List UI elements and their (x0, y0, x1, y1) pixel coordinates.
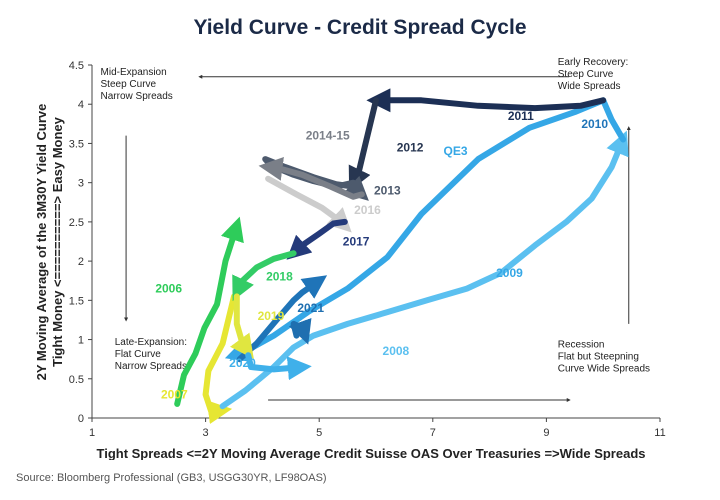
x-axis-label: Tight Spreads <=2Y Moving Average Credit… (97, 446, 646, 460)
series-label-2020: 2020 (229, 356, 256, 370)
quadrant-label-line: Flat but Steepning (558, 351, 639, 362)
quadrant-label-line: Steep Curve (101, 79, 157, 90)
x-tick-label: 9 (543, 427, 549, 439)
series-line-2019 (230, 293, 254, 360)
series-line-2020 (245, 352, 312, 381)
y-tick-label: 2.5 (69, 217, 84, 229)
y-tick-label: 1 (78, 335, 84, 347)
series-label-2008: 2008 (383, 344, 410, 358)
series-line-2006 (174, 216, 244, 407)
series-label-2017: 2017 (343, 234, 370, 248)
y-tick-label: 1.5 (69, 295, 84, 307)
series-label-2006: 2006 (155, 281, 182, 295)
quadrant-label-line: Curve Wide Spreads (558, 363, 650, 374)
series-line-2010 (236, 275, 328, 363)
series-label-2010: 2010 (581, 117, 608, 131)
quadrant-label-line: Flat Curve (115, 349, 162, 360)
series-label-2018: 2018 (266, 270, 293, 284)
series-label-2011: 2011 (508, 109, 534, 123)
quadrant-label-line: Steep Curve (558, 69, 614, 80)
x-tick-label: 7 (430, 427, 436, 439)
y-tick-label: 2 (78, 256, 84, 268)
chart-area: 1 3 5 7 9 11 0 0.5 1 1.5 2 2.5 3 3.5 4 4.5 Mid-Expansio… (34, 57, 666, 460)
series-label-2007: 2007 (161, 387, 188, 401)
y-tick-label: 4.5 (69, 60, 84, 72)
quadrant-label: Early Recovery: Steep Curve Wide Spreads (558, 57, 629, 92)
quadrant-label-line: Wide Spreads (558, 81, 621, 92)
y-tick-label: 3 (78, 178, 84, 190)
quadrant-label: Recession Flat but Steepning Curve Wide Sp… (558, 339, 650, 374)
series-line-2014-15 (258, 156, 365, 200)
y-tick-label: 0 (78, 413, 84, 425)
series-label-2021: 2021 (297, 301, 324, 315)
series-line-2008 (219, 130, 629, 410)
x-tick-label: 1 (89, 427, 95, 439)
y-axis-label-2: Tight Money <==========> Easy Money (50, 116, 65, 367)
quadrant-label-line: Mid-Expansion (101, 67, 167, 78)
series-line-2021 (288, 317, 312, 345)
series-line-2018 (232, 250, 297, 302)
quadrant-label-line: Recession (558, 339, 605, 350)
y-tick-label: 4 (78, 99, 84, 111)
series-line-2009 (224, 97, 627, 362)
quadrant-label: Late-Expansion: Flat Curve Narrow Spreads (115, 337, 187, 372)
series-label-2019: 2019 (258, 309, 285, 323)
x-tick-label: 11 (654, 427, 665, 439)
quadrant-label-line: Narrow Spreads (101, 91, 173, 102)
y-tick-label: 0.5 (69, 374, 84, 386)
series-label-2014-15: 2014-15 (306, 129, 350, 143)
series-label-2009: 2009 (496, 266, 523, 280)
x-tick-label: 3 (203, 427, 209, 439)
series-line-2007 (202, 293, 237, 424)
series-line-2011 (366, 88, 607, 113)
series-line-2012 (348, 97, 379, 192)
y-tick-label: 3.5 (69, 138, 84, 150)
y-axis-label: 2Y Moving Average of the 3M30Y Yield Cur… (34, 104, 49, 381)
quadrant-label-line: Late-Expansion: (115, 337, 187, 348)
quadrant-label-line: Narrow Spreads (115, 361, 187, 372)
series-label-2016: 2016 (354, 203, 381, 217)
quadrant-label: Mid-Expansion Steep Curve Narrow Spreads (101, 67, 173, 102)
chart-title: Yield Curve - Credit Spread Cycle (193, 16, 527, 39)
series-label-2013: 2013 (374, 183, 401, 197)
x-tick-label: 5 (316, 427, 322, 439)
annotation-label: QE3 (444, 144, 468, 158)
series-label-2012: 2012 (397, 140, 424, 154)
series-line-2017 (286, 218, 348, 260)
quadrant-label-line: Early Recovery: (558, 57, 629, 68)
source-note: Source: Bloomberg Professional (GB3, USG… (16, 472, 327, 484)
